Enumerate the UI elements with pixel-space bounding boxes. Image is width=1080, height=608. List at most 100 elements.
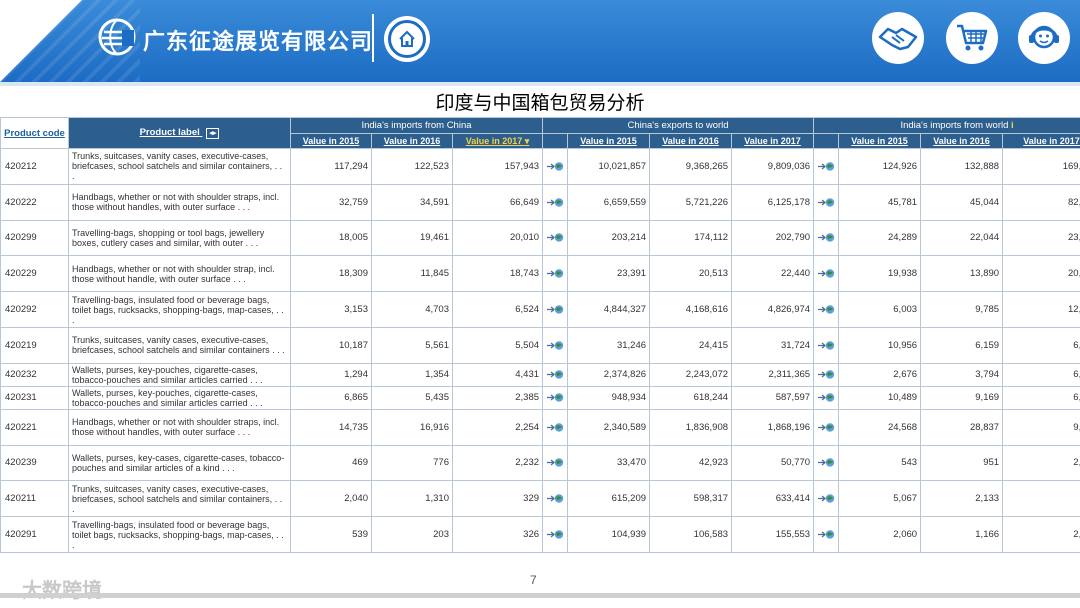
india-imports-world-cell: 28,837: [920, 408, 1004, 446]
india-imports-world-cell: 20,555: [1002, 255, 1080, 293]
product-code-cell[interactable]: 420212: [0, 148, 69, 185]
customer-service-button[interactable]: [1018, 12, 1070, 64]
china-exports-world-cell: 50,770: [731, 444, 815, 482]
col-b-2017[interactable]: Value in 2017: [731, 133, 815, 149]
world-map-icon[interactable]: [542, 326, 569, 364]
footer-bar: [0, 593, 1080, 598]
china-exports-world-cell: 587,597: [731, 385, 815, 410]
india-imports-china-cell: 122,523: [371, 148, 453, 185]
company-name: 广东征途展览有限公司: [143, 30, 374, 55]
col-c-2015[interactable]: Value in 2015: [838, 133, 922, 149]
col-b-2015[interactable]: Value in 2015: [567, 133, 651, 149]
world-map-icon[interactable]: [813, 408, 840, 446]
column-header-product-code[interactable]: Product code: [0, 117, 69, 149]
home-button[interactable]: [384, 16, 430, 62]
world-map-icon[interactable]: [542, 385, 569, 410]
india-imports-china-cell: 34,591: [371, 183, 453, 221]
world-map-icon[interactable]: [542, 255, 569, 293]
world-map-icon[interactable]: [813, 480, 840, 518]
column-header-product-label[interactable]: Product label ◂▸: [68, 117, 291, 149]
world-map-icon[interactable]: [813, 219, 840, 257]
india-imports-world-cell: 951: [920, 444, 1004, 482]
world-map-icon[interactable]: [813, 255, 840, 293]
group-header-india-imports-world: India's imports from world i: [813, 117, 1080, 134]
world-map-icon[interactable]: [542, 291, 569, 328]
world-map-icon[interactable]: [813, 148, 840, 185]
product-code-cell[interactable]: 420222: [0, 183, 69, 221]
home-icon: [388, 20, 426, 58]
india-imports-china-cell: 32,759: [290, 183, 372, 221]
china-exports-world-cell: 31,246: [567, 326, 651, 364]
product-code-cell[interactable]: 420239: [0, 444, 69, 482]
india-imports-world-cell: 9,785: [920, 291, 1004, 328]
china-exports-world-cell: 33,470: [567, 444, 651, 482]
world-map-icon[interactable]: [542, 362, 569, 387]
india-imports-world-cell: 24,289: [838, 219, 922, 257]
world-map-icon[interactable]: [813, 362, 840, 387]
india-imports-china-cell: 329: [451, 480, 544, 518]
handshake-button[interactable]: [872, 12, 924, 64]
china-exports-world-cell: 633,414: [731, 480, 815, 518]
product-code-cell[interactable]: 420291: [0, 516, 69, 553]
world-map-icon[interactable]: [542, 408, 569, 446]
product-code-cell[interactable]: 420211: [0, 480, 69, 518]
world-map-icon[interactable]: [813, 183, 840, 221]
product-code-cell[interactable]: 420219: [0, 326, 69, 364]
world-map-icon[interactable]: [542, 444, 569, 482]
product-code-cell[interactable]: 420231: [0, 385, 69, 410]
world-map-icon[interactable]: [542, 148, 569, 185]
page-title: 印度与中国箱包贸易分析: [435, 92, 645, 114]
product-code-cell[interactable]: 420232: [0, 362, 69, 387]
india-imports-world-cell: 6,003: [838, 291, 922, 328]
customer-service-icon: [1029, 25, 1059, 49]
handshake-icon: [878, 27, 918, 51]
china-exports-world-cell: 20,513: [649, 255, 733, 293]
china-exports-world-cell: 2,340,589: [567, 408, 651, 446]
watermark-logo: 大数跨境: [22, 578, 102, 602]
world-map-icon[interactable]: [542, 219, 569, 257]
product-code-cell[interactable]: 420299: [0, 219, 69, 257]
table-row: 420239 Wallets, purses, key-cases, cigare…: [0, 444, 1080, 482]
world-map-icon[interactable]: [813, 444, 840, 482]
col-a-2016[interactable]: Value in 2016: [371, 133, 453, 149]
expand-columns-icon[interactable]: ◂▸: [206, 128, 220, 139]
info-icon[interactable]: i: [1011, 120, 1014, 131]
product-code-cell[interactable]: 420229: [0, 255, 69, 293]
china-exports-world-cell: 104,939: [567, 516, 651, 553]
product-label-cell: Handbags, whether or not with shoulder s…: [68, 255, 291, 293]
india-imports-world-cell: 2,752: [1002, 516, 1080, 553]
table-row: 420232 Wallets, purses, key-pouches, ciga…: [0, 362, 1080, 387]
china-exports-world-cell: 203,214: [567, 219, 651, 257]
world-map-icon[interactable]: [542, 183, 569, 221]
india-imports-china-cell: 3,153: [290, 291, 372, 328]
world-map-icon[interactable]: [813, 516, 840, 553]
china-exports-world-cell: 1,836,908: [649, 408, 733, 446]
india-imports-world-cell: 2,133: [920, 480, 1004, 518]
world-map-icon[interactable]: [813, 326, 840, 364]
table-row: 420292 Travelling-bags, insulated food or…: [0, 291, 1080, 328]
col-c-2016[interactable]: Value in 2016: [920, 133, 1004, 149]
china-exports-world-cell: 6,125,178: [731, 183, 815, 221]
china-exports-world-cell: 22,440: [731, 255, 815, 293]
col-c-2017[interactable]: Value in 2017: [1002, 133, 1080, 149]
product-code-cell[interactable]: 420221: [0, 408, 69, 446]
col-a-2017-sorted[interactable]: Value in 2017 ▾: [451, 133, 544, 149]
india-imports-china-cell: 4,703: [371, 291, 453, 328]
china-exports-world-cell: 155,553: [731, 516, 815, 553]
product-code-cell[interactable]: 420292: [0, 291, 69, 328]
world-map-icon[interactable]: [542, 480, 569, 518]
world-map-icon[interactable]: [813, 291, 840, 328]
india-imports-china-cell: 203: [371, 516, 453, 553]
india-imports-world-cell: 13,890: [920, 255, 1004, 293]
table-row: 420211 Trunks, suitcases, vanity cases, e…: [0, 480, 1080, 518]
china-exports-world-cell: 9,368,265: [649, 148, 733, 185]
cart-button[interactable]: [946, 12, 998, 64]
china-exports-world-cell: 4,844,327: [567, 291, 651, 328]
india-imports-china-cell: 469: [290, 444, 372, 482]
india-imports-china-cell: 1,310: [371, 480, 453, 518]
col-a-2015[interactable]: Value in 2015: [290, 133, 372, 149]
world-map-icon[interactable]: [813, 385, 840, 410]
product-label-cell: Wallets, purses, key-cases, cigarette-ca…: [68, 444, 291, 482]
world-map-icon[interactable]: [542, 516, 569, 553]
col-b-2016[interactable]: Value in 2016: [649, 133, 733, 149]
